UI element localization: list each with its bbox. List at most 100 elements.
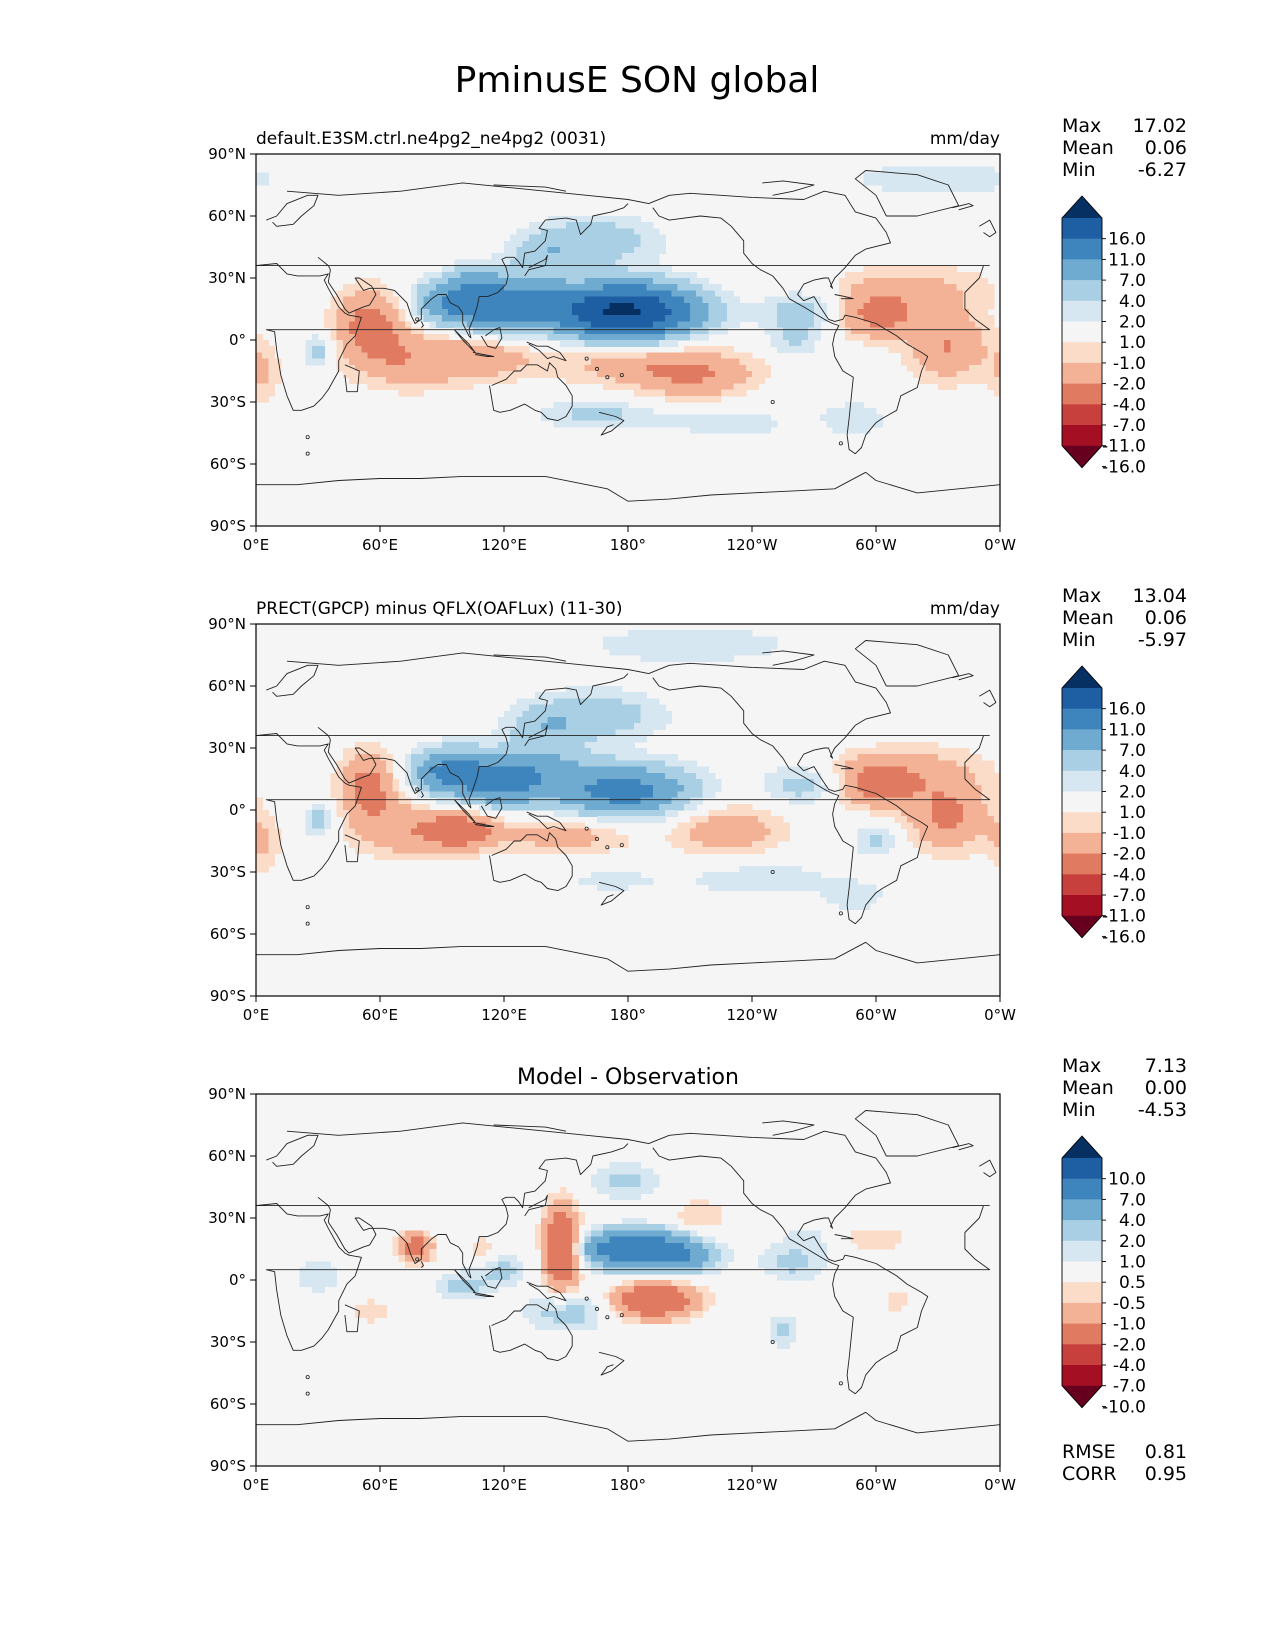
coastline [256, 733, 991, 881]
colorbar-segment [1062, 1302, 1102, 1325]
y-tick-label: 0° [229, 801, 246, 819]
colorbar-tick-label: -2.0 [1113, 375, 1146, 395]
panel-units: mm/day [930, 129, 1000, 149]
x-tick-label: 180° [610, 1476, 646, 1494]
coastline [317, 673, 629, 809]
colorbar-segment [1062, 1261, 1102, 1283]
coastline [472, 821, 495, 827]
coastline [286, 652, 929, 925]
x-tick-label: 0°E [243, 1476, 270, 1494]
colorbar-segment [1062, 708, 1102, 730]
island [605, 375, 610, 380]
stat-value-min: -4.53 [1138, 1099, 1187, 1121]
x-tick-label: 120°E [481, 1476, 527, 1494]
colorbar-segment [1062, 853, 1102, 875]
x-tick-label: 0°E [243, 536, 270, 554]
coastline [480, 1267, 503, 1289]
colorbar-segment [1062, 238, 1102, 260]
coastline [834, 1234, 854, 1240]
colorbar-tick-label: -2.0 [1113, 845, 1146, 865]
colorbar-segment [1062, 750, 1102, 772]
colorbar-segment [1062, 259, 1102, 281]
colorbar-tick-label: -11.0 [1102, 437, 1146, 457]
coastline [952, 203, 974, 211]
coastline [979, 689, 997, 708]
coastline [854, 1110, 960, 1157]
coastline [979, 1159, 997, 1178]
colorbar-tick-label: 1.0 [1119, 803, 1146, 823]
island [584, 1296, 589, 1301]
coastline [762, 1120, 815, 1136]
coastline [526, 811, 567, 832]
metric-value-rmse: 0.81 [1145, 1441, 1187, 1463]
colorbar-tick-label: 11.0 [1108, 720, 1146, 740]
coastlines [256, 1110, 1000, 1442]
x-tick-label: 0°W [984, 1476, 1016, 1494]
island [838, 1381, 843, 1386]
island [305, 435, 310, 440]
stat-value-min: -5.97 [1138, 629, 1187, 651]
colorbar-tick-label: -16.0 [1102, 927, 1146, 947]
island [770, 399, 775, 404]
stat-value-min: -6.27 [1138, 159, 1187, 181]
metric-value-corr: 0.95 [1145, 1463, 1187, 1485]
coastline [286, 1122, 929, 1395]
y-tick-label: 0° [229, 1271, 246, 1289]
colorbar-extend-max [1062, 1136, 1102, 1158]
y-tick-label: 60°N [208, 1147, 246, 1165]
colorbar: 16.011.07.04.02.01.0-1.0-2.0-4.0-7.0-11.… [1061, 665, 1146, 947]
island [770, 869, 775, 874]
colorbar-segment [1062, 1365, 1102, 1387]
island [594, 366, 599, 371]
panel-3: Model - Observation 90°N 60°N 30°N 0° 30°S 60°… [208, 1055, 1187, 1494]
colorbar-tick-label: -10.0 [1102, 1397, 1146, 1417]
coastline [344, 834, 360, 863]
coastline [834, 764, 854, 770]
x-tick-label: 120°E [481, 1006, 527, 1024]
coastline [834, 294, 854, 300]
coastline [472, 1291, 495, 1297]
stat-label-mean: Mean [1062, 1077, 1114, 1099]
y-tick-label: 60°S [210, 925, 246, 943]
island [770, 1339, 775, 1344]
x-tick-label: 180° [610, 1006, 646, 1024]
x-tick-label: 60°W [855, 1006, 897, 1024]
y-tick-label: 60°N [208, 207, 246, 225]
figure-title: PminusE SON global [455, 60, 820, 101]
x-tick-label: 120°W [727, 1476, 778, 1494]
colorbar-tick-label: -4.0 [1113, 865, 1146, 885]
island [619, 373, 624, 378]
y-tick-label: 90°S [210, 987, 246, 1005]
y-tick-label: 60°S [210, 1395, 246, 1413]
island [415, 787, 420, 792]
panel-units: mm/day [930, 599, 1000, 619]
coastlines [256, 170, 1000, 502]
coastline [526, 341, 567, 362]
island [415, 1257, 420, 1262]
stat-label-max: Max [1062, 115, 1101, 137]
island [305, 921, 310, 926]
x-tick-label: 60°E [362, 1476, 398, 1494]
x-tick-label: 60°W [855, 1476, 897, 1494]
coastline [524, 254, 548, 277]
island [605, 1315, 610, 1320]
coastline [256, 1411, 1000, 1442]
x-tick-label: 120°W [727, 1006, 778, 1024]
colorbar-tick-label: 16.0 [1108, 700, 1146, 720]
colorbar-tick-label: 4.0 [1119, 1211, 1146, 1231]
coastline [317, 1143, 629, 1279]
panel-title-left: default.E3SM.ctrl.ne4pg2_ne4pg2 (0031) [256, 129, 606, 149]
coastline [344, 1304, 360, 1333]
colorbar-tick-label: 1.0 [1119, 1253, 1146, 1273]
colorbar-tick-label: -7.0 [1113, 416, 1146, 436]
coastline [420, 1261, 424, 1268]
stat-value-mean: 0.06 [1145, 607, 1187, 629]
colorbar-tick-label: 7.0 [1119, 741, 1146, 761]
coastline [489, 832, 573, 892]
colorbar-segment [1062, 791, 1102, 813]
coastline [266, 1134, 319, 1167]
coastline [979, 219, 997, 238]
coastline [762, 650, 815, 666]
colorbar-tick-label: 0.5 [1119, 1273, 1146, 1293]
